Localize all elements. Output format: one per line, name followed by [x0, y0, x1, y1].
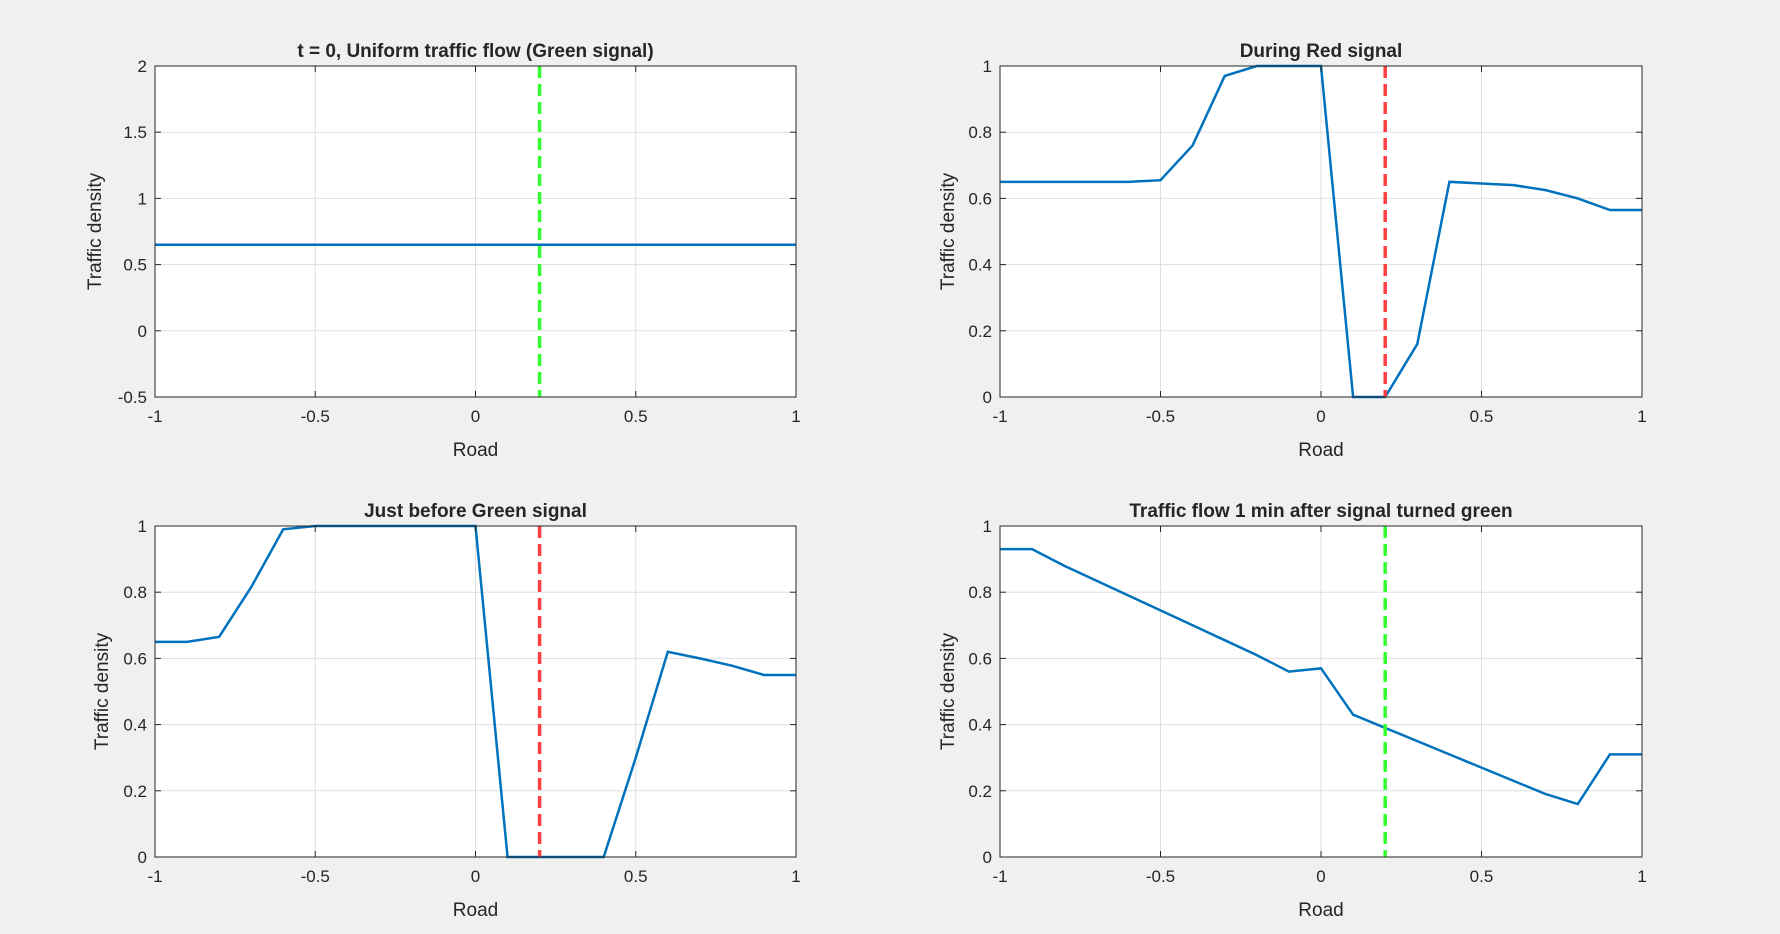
x-tick-label: -0.5 [1146, 867, 1175, 886]
plot-layer: -1 -0.5 0 0.5 1 0 0.2 0.4 0.6 0.8 1 [123, 517, 800, 886]
y-tick-label: 0 [983, 388, 992, 407]
subplot-red-signal: -1 -0.5 0 0.5 1 0 0.2 0.4 0.6 0.8 1 During Red sig… [938, 41, 1647, 461]
y-tick-label: 0 [138, 322, 147, 341]
x-tick-label: 0 [1316, 867, 1325, 886]
y-tick-label: -0.5 [118, 388, 147, 407]
x-tick-label: -0.5 [301, 407, 330, 426]
y-tick-label: 0.4 [968, 256, 992, 275]
x-tick-label: -1 [992, 867, 1007, 886]
x-axis-label: Road [453, 440, 498, 461]
y-tick-label: 1 [983, 57, 992, 76]
y-tick-label: 0.6 [968, 189, 992, 208]
plot-layer: -1 -0.5 0 0.5 1-0.500.511.52 [118, 57, 801, 426]
x-tick-label: -0.5 [301, 867, 330, 886]
y-axis-label: Traffic density [938, 172, 959, 290]
subplot-title: Just before Green signal [364, 501, 587, 522]
y-axis-label: Traffic density [85, 172, 106, 290]
y-tick-label: 0.5 [123, 256, 147, 275]
y-tick-label: 1 [138, 189, 147, 208]
x-tick-label: -1 [992, 407, 1007, 426]
subplot-uniform-flow: -1 -0.5 0 0.5 1-0.500.511.52 t = 0, Uniform … [85, 41, 801, 461]
subplot-title: t = 0, Uniform traffic flow (Green signa… [297, 41, 653, 62]
y-tick-label: 0.4 [968, 716, 992, 735]
subplot-title: Traffic flow 1 min after signal turned g… [1129, 501, 1512, 522]
y-tick-label: 0.8 [968, 583, 992, 602]
plot-layer: -1 -0.5 0 0.5 1 0 0.2 0.4 0.6 0.8 1 [968, 57, 1646, 426]
y-axis-label: Traffic density [938, 632, 959, 750]
x-axis-label: Road [1298, 440, 1343, 461]
x-tick-label: 1 [791, 407, 800, 426]
y-axis-label: Traffic density [92, 632, 113, 750]
y-tick-label: 0.2 [123, 782, 147, 801]
x-axis-label: Road [1298, 900, 1343, 921]
y-tick-label: 1 [138, 517, 147, 536]
y-tick-label: 0.6 [968, 649, 992, 668]
subplot-before-green: -1 -0.5 0 0.5 1 0 0.2 0.4 0.6 0.8 1 Just before Gr… [92, 501, 801, 921]
density-line [1000, 547, 1642, 806]
x-tick-label: 1 [1637, 407, 1646, 426]
y-tick-label: 0.8 [968, 123, 992, 142]
x-tick-label: 0 [1316, 407, 1325, 426]
x-tick-label: -1 [147, 407, 162, 426]
x-tick-label: 0 [471, 867, 480, 886]
x-tick-label: 0.5 [624, 867, 648, 886]
y-tick-label: 0.8 [123, 583, 147, 602]
subplot-after-green: -1 -0.5 0 0.5 1 0 0.2 0.4 0.6 0.8 1 Traffic flow 1… [938, 501, 1647, 921]
x-tick-label: -0.5 [1146, 407, 1175, 426]
y-tick-label: 0.6 [123, 649, 147, 668]
x-axis-label: Road [453, 900, 498, 921]
x-tick-label: 0 [471, 407, 480, 426]
y-tick-label: 0.2 [968, 782, 992, 801]
x-tick-label: 1 [791, 867, 800, 886]
x-tick-label: 0.5 [1470, 867, 1494, 886]
y-tick-label: 2 [138, 57, 147, 76]
y-tick-label: 0 [138, 848, 147, 867]
x-tick-label: 0.5 [1470, 407, 1494, 426]
y-tick-label: 0.4 [123, 716, 147, 735]
y-tick-label: 1.5 [123, 123, 147, 142]
y-tick-label: 0.2 [968, 322, 992, 341]
y-tick-label: 0 [983, 848, 992, 867]
plot-layer: -1 -0.5 0 0.5 1 0 0.2 0.4 0.6 0.8 1 [968, 517, 1646, 886]
x-tick-label: -1 [147, 867, 162, 886]
x-tick-label: 0.5 [624, 407, 648, 426]
y-tick-label: 1 [983, 517, 992, 536]
subplot-title: During Red signal [1240, 41, 1403, 62]
x-tick-label: 1 [1637, 867, 1646, 886]
